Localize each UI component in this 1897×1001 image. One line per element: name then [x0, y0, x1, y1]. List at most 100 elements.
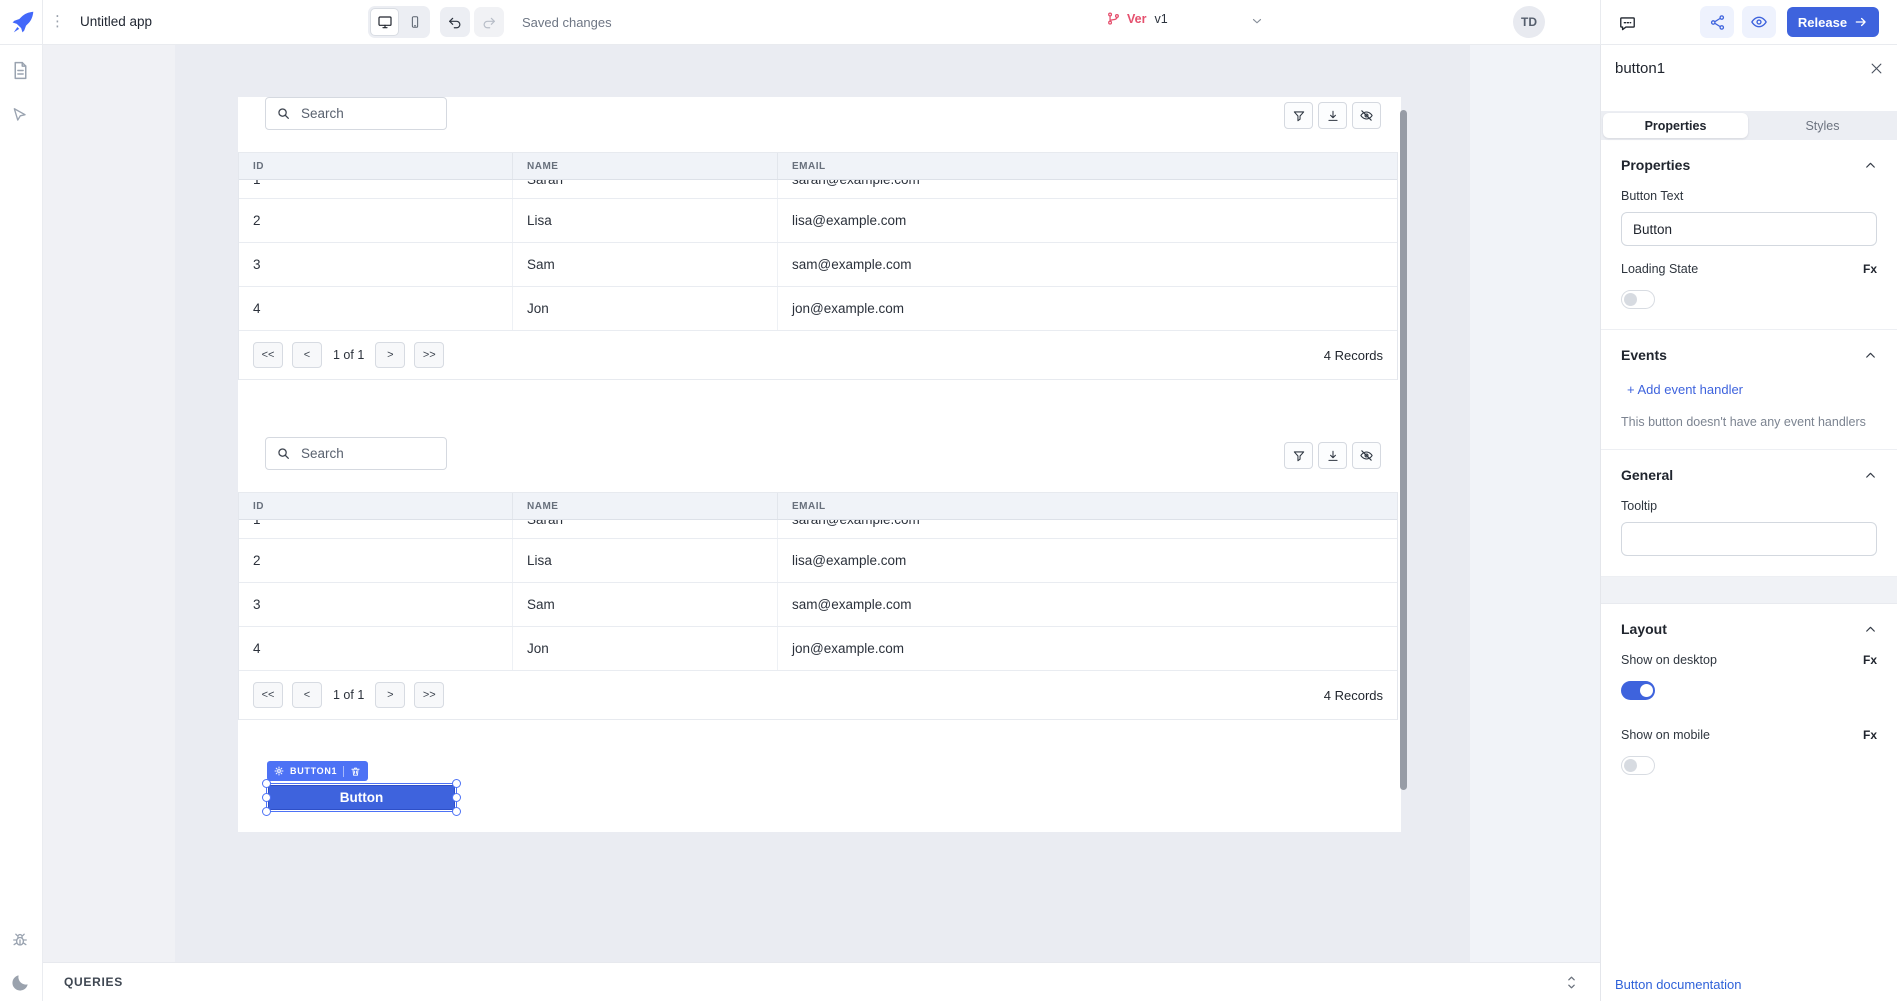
search-icon — [278, 108, 289, 119]
prev-page-button[interactable]: < — [292, 682, 322, 708]
button-widget[interactable]: Button — [268, 785, 455, 810]
column-header-email[interactable]: EMAIL — [792, 500, 826, 512]
tab-styles[interactable]: Styles — [1805, 118, 1840, 133]
widget-selection-box[interactable]: Button — [262, 779, 461, 816]
page-info: 1 of 1 — [333, 688, 365, 702]
redo-icon — [483, 17, 495, 29]
tooltip-input[interactable] — [1621, 522, 1877, 556]
events-heading-row[interactable]: Events — [1621, 347, 1877, 363]
column-header-id[interactable]: ID — [239, 153, 513, 179]
table2-search-input[interactable] — [299, 445, 436, 462]
gear-icon — [274, 766, 284, 776]
undo-button[interactable] — [440, 7, 470, 37]
trash-icon[interactable] — [350, 766, 361, 777]
show-on-mobile-toggle[interactable] — [1621, 756, 1655, 775]
release-button[interactable]: Release — [1787, 7, 1879, 37]
expand-queries-icon[interactable] — [1565, 975, 1578, 990]
moon-icon — [12, 975, 28, 991]
undo-icon — [449, 17, 461, 29]
table2-search-box — [265, 437, 447, 470]
version-label: Ver — [1127, 11, 1147, 26]
chevron-up-icon[interactable] — [1864, 349, 1877, 362]
close-icon[interactable] — [1869, 61, 1884, 76]
table-row[interactable]: 3 Sam sam@example.com — [239, 243, 1397, 287]
show-on-desktop-toggle[interactable] — [1621, 681, 1655, 700]
prev-page-button[interactable]: < — [292, 342, 322, 368]
table-row[interactable]: 4 Jon jon@example.com — [239, 627, 1397, 671]
resize-handle[interactable] — [262, 807, 271, 816]
preview-button[interactable] — [1742, 6, 1776, 38]
table-row[interactable]: 2 Lisa lisa@example.com — [239, 199, 1397, 243]
download-button[interactable] — [1318, 442, 1347, 469]
share-button[interactable] — [1700, 6, 1734, 38]
tab-properties[interactable]: Properties — [1603, 113, 1748, 138]
table-row[interactable]: 2 Lisa lisa@example.com — [239, 539, 1397, 583]
table1-search-box — [265, 97, 447, 130]
hide-columns-button[interactable] — [1352, 442, 1381, 469]
download-button[interactable] — [1318, 102, 1347, 129]
last-page-button[interactable]: >> — [414, 342, 445, 368]
first-page-button[interactable]: << — [253, 342, 283, 368]
comments-button[interactable] — [1615, 11, 1639, 35]
column-header-id[interactable]: ID — [239, 493, 513, 519]
column-header-email[interactable]: EMAIL — [792, 160, 826, 172]
toggle-knob — [1624, 293, 1637, 306]
filter-button[interactable] — [1284, 442, 1313, 469]
loading-state-toggle[interactable] — [1621, 290, 1655, 309]
resize-handle[interactable] — [452, 807, 461, 816]
table-row[interactable]: 1 Sarah sarah@example.com — [239, 520, 1397, 539]
table1: ID NAME EMAIL 1 Sarah sarah@example.com … — [238, 152, 1398, 380]
widget-config-handle[interactable]: BUTTON1 — [267, 761, 369, 781]
version-chevron-down-icon[interactable] — [1250, 14, 1264, 28]
column-header-name[interactable]: NAME — [513, 493, 778, 519]
last-page-button[interactable]: >> — [414, 682, 445, 708]
table-row[interactable]: 4 Jon jon@example.com — [239, 287, 1397, 331]
inspector-title: button1 — [1615, 60, 1666, 77]
chevron-up-icon[interactable] — [1864, 469, 1877, 482]
table-row[interactable]: 1 Sarah sarah@example.com — [239, 180, 1397, 199]
properties-heading-row[interactable]: Properties — [1621, 157, 1877, 173]
show-on-mobile-label: Show on mobile — [1621, 728, 1710, 742]
next-page-button[interactable]: > — [375, 682, 406, 708]
fx-toggle[interactable]: Fx — [1862, 653, 1877, 667]
table1-search-input[interactable] — [299, 105, 436, 122]
chevron-up-icon[interactable] — [1864, 623, 1877, 636]
column-header-name[interactable]: NAME — [513, 153, 778, 179]
resize-handle[interactable] — [452, 792, 461, 802]
debugger-button[interactable] — [10, 930, 30, 950]
filter-button[interactable] — [1284, 102, 1313, 129]
app-canvas[interactable]: ID NAME EMAIL 1 Sarah sarah@example.com … — [238, 97, 1401, 832]
fx-toggle[interactable]: Fx — [1862, 728, 1877, 742]
next-page-button[interactable]: > — [375, 342, 406, 368]
mobile-view-button[interactable] — [401, 8, 428, 36]
app-menu-kebab-icon[interactable]: ⋮ — [50, 13, 65, 30]
button-documentation-link[interactable]: Button documentation — [1615, 977, 1742, 992]
first-page-button[interactable]: << — [253, 682, 283, 708]
app-title[interactable]: Untitled app — [80, 14, 153, 29]
version-selector[interactable]: Ver v1 — [1106, 11, 1168, 26]
app-logo-icon[interactable] — [8, 7, 38, 37]
avatar[interactable]: TD — [1513, 6, 1545, 38]
layout-heading-row[interactable]: Layout — [1621, 621, 1877, 637]
dark-mode-toggle[interactable] — [10, 972, 31, 993]
cell-id: 2 — [239, 199, 513, 242]
general-heading-row[interactable]: General — [1621, 467, 1877, 483]
resize-handle[interactable] — [452, 779, 461, 788]
pages-panel-button[interactable] — [10, 60, 31, 81]
table-row[interactable]: 3 Sam sam@example.com — [239, 583, 1397, 627]
add-event-handler-link[interactable]: + Add event handler — [1627, 382, 1744, 397]
resize-handle[interactable] — [262, 792, 271, 802]
inspector-panel-button[interactable] — [10, 106, 29, 125]
button-text-input[interactable] — [1621, 212, 1877, 246]
query-panel-bar[interactable]: QUERIES — [42, 962, 1600, 1001]
resize-handle[interactable] — [262, 779, 271, 788]
cell-name: Jon — [513, 287, 778, 330]
canvas-scrollbar[interactable] — [1400, 110, 1407, 790]
redo-button[interactable] — [474, 7, 504, 37]
fx-toggle[interactable]: Fx — [1862, 262, 1877, 276]
cell-name: Sam — [513, 583, 778, 626]
hide-columns-button[interactable] — [1352, 102, 1381, 129]
cell-email: sarah@example.com — [778, 520, 1397, 538]
desktop-view-button[interactable] — [370, 8, 399, 36]
chevron-up-icon[interactable] — [1864, 159, 1877, 172]
